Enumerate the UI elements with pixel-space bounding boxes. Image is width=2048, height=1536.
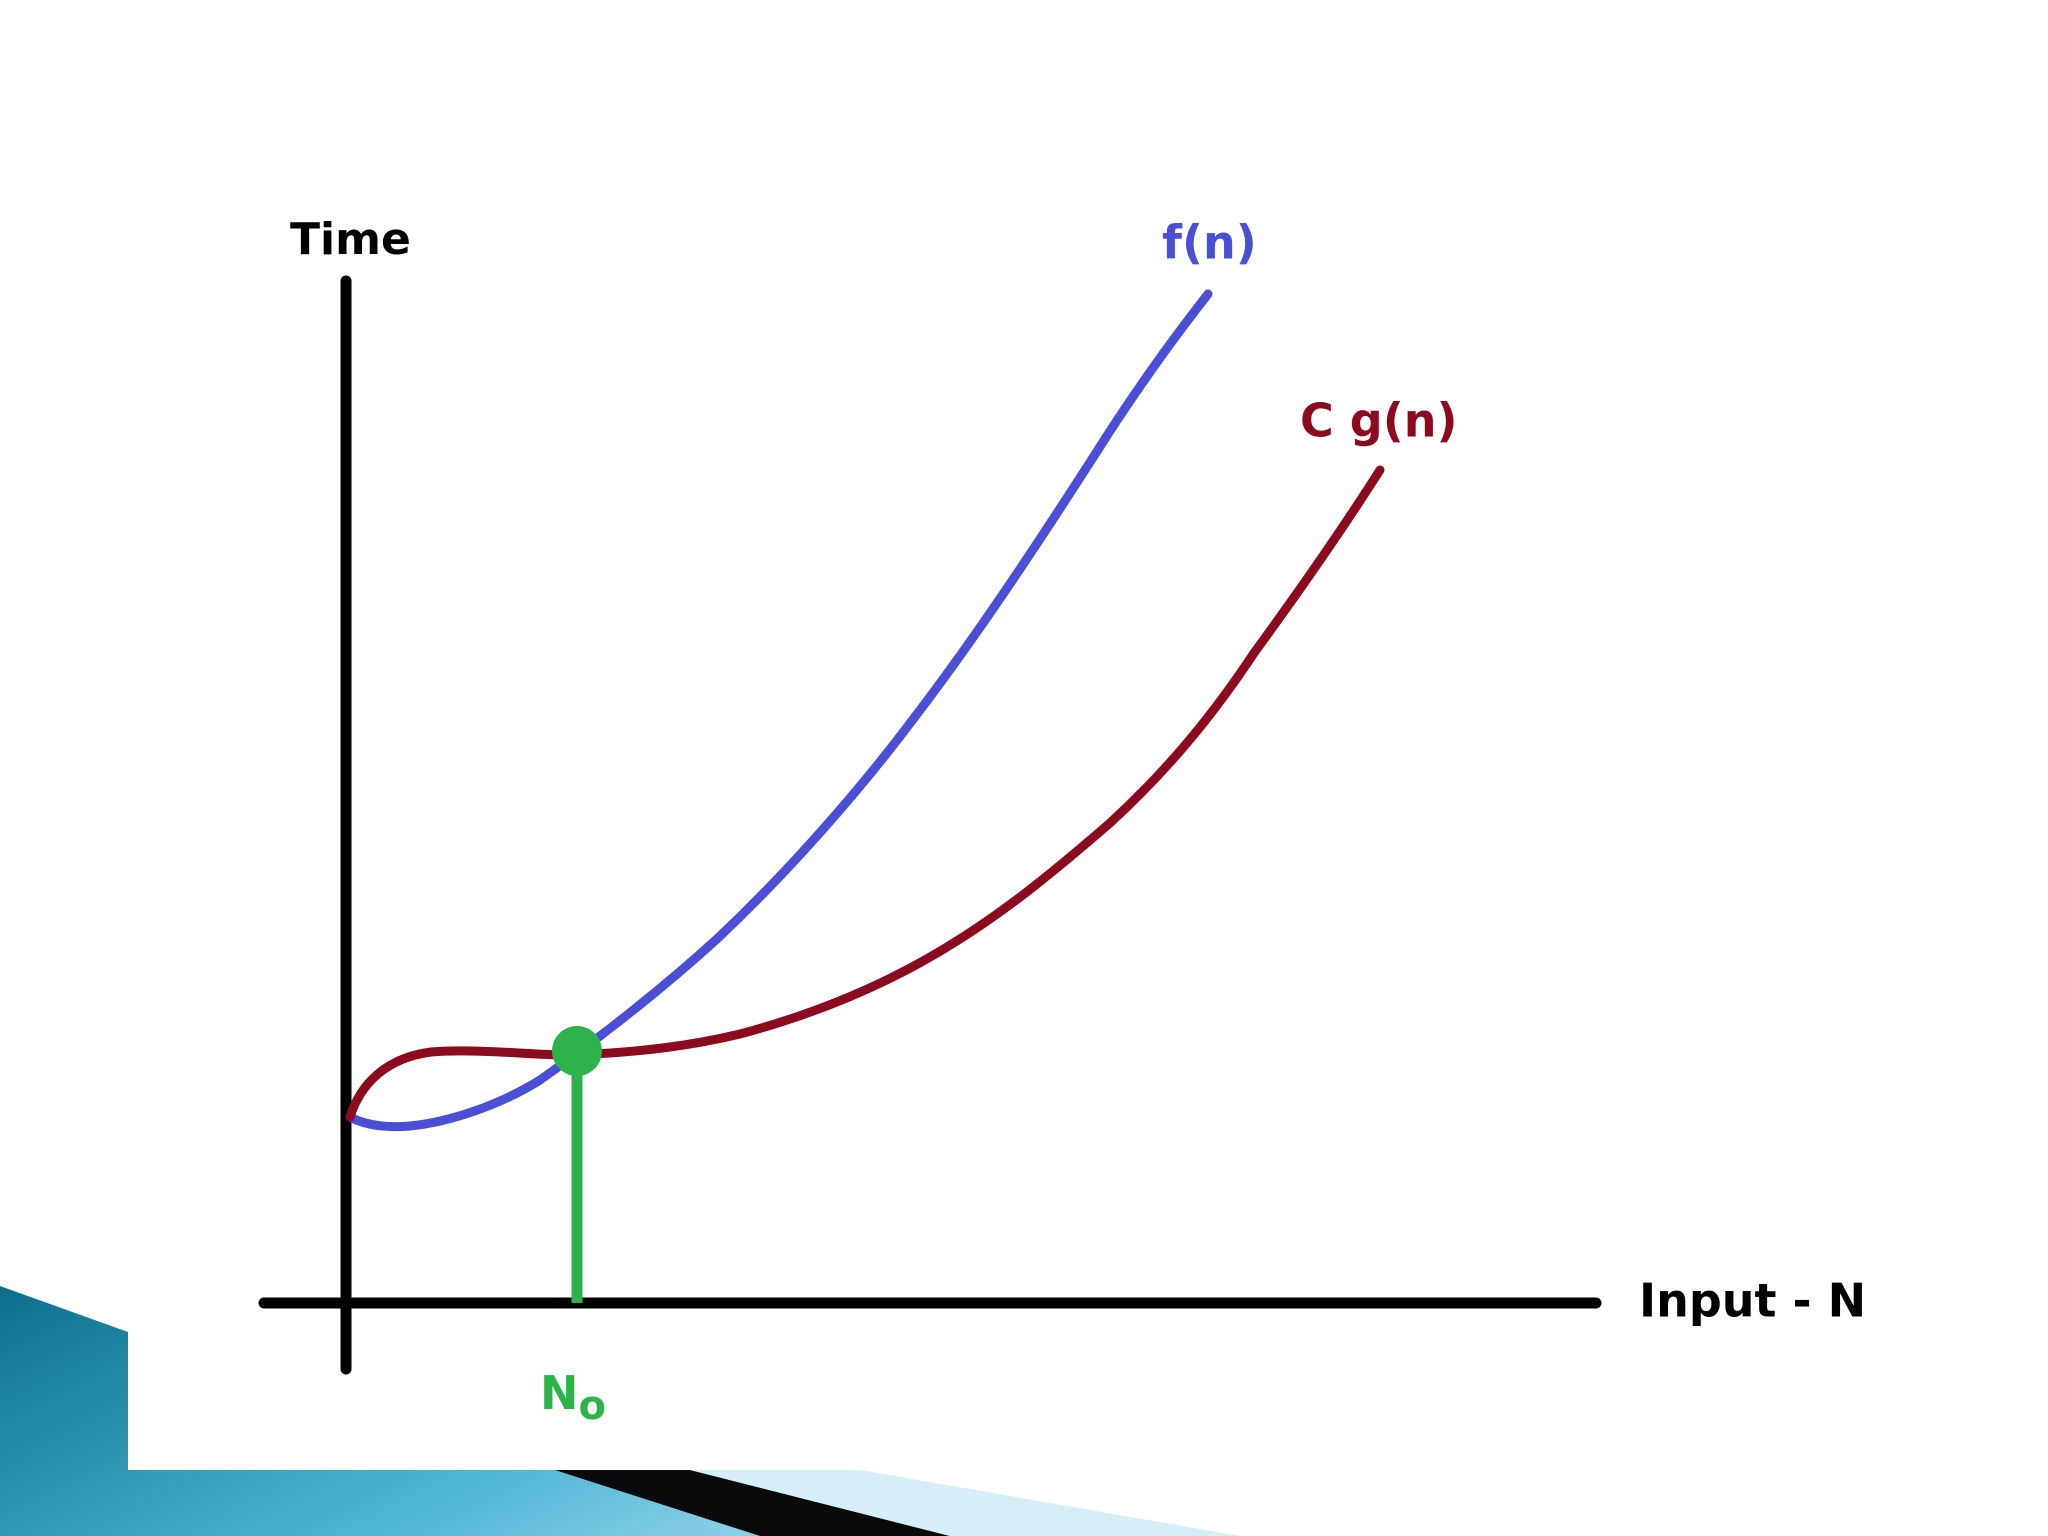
curve-f xyxy=(345,289,1213,1132)
y-axis-label: Time xyxy=(290,214,411,265)
threshold-label: No xyxy=(540,1366,606,1430)
curve-label-cg: C g(n) xyxy=(1300,394,1458,448)
intersection-point xyxy=(552,1026,602,1076)
decoration-teal xyxy=(0,1286,1240,1536)
x-axis-label: Input - N xyxy=(1639,1274,1866,1328)
curve-cg xyxy=(345,465,1385,1122)
threshold-label-main: N xyxy=(540,1366,579,1420)
content-area xyxy=(128,0,2048,1470)
curve-label-f: f(n) xyxy=(1162,216,1257,270)
decoration-black xyxy=(555,1470,950,1536)
decoration-light xyxy=(690,1470,1240,1536)
threshold-label-subscript: o xyxy=(579,1383,606,1429)
